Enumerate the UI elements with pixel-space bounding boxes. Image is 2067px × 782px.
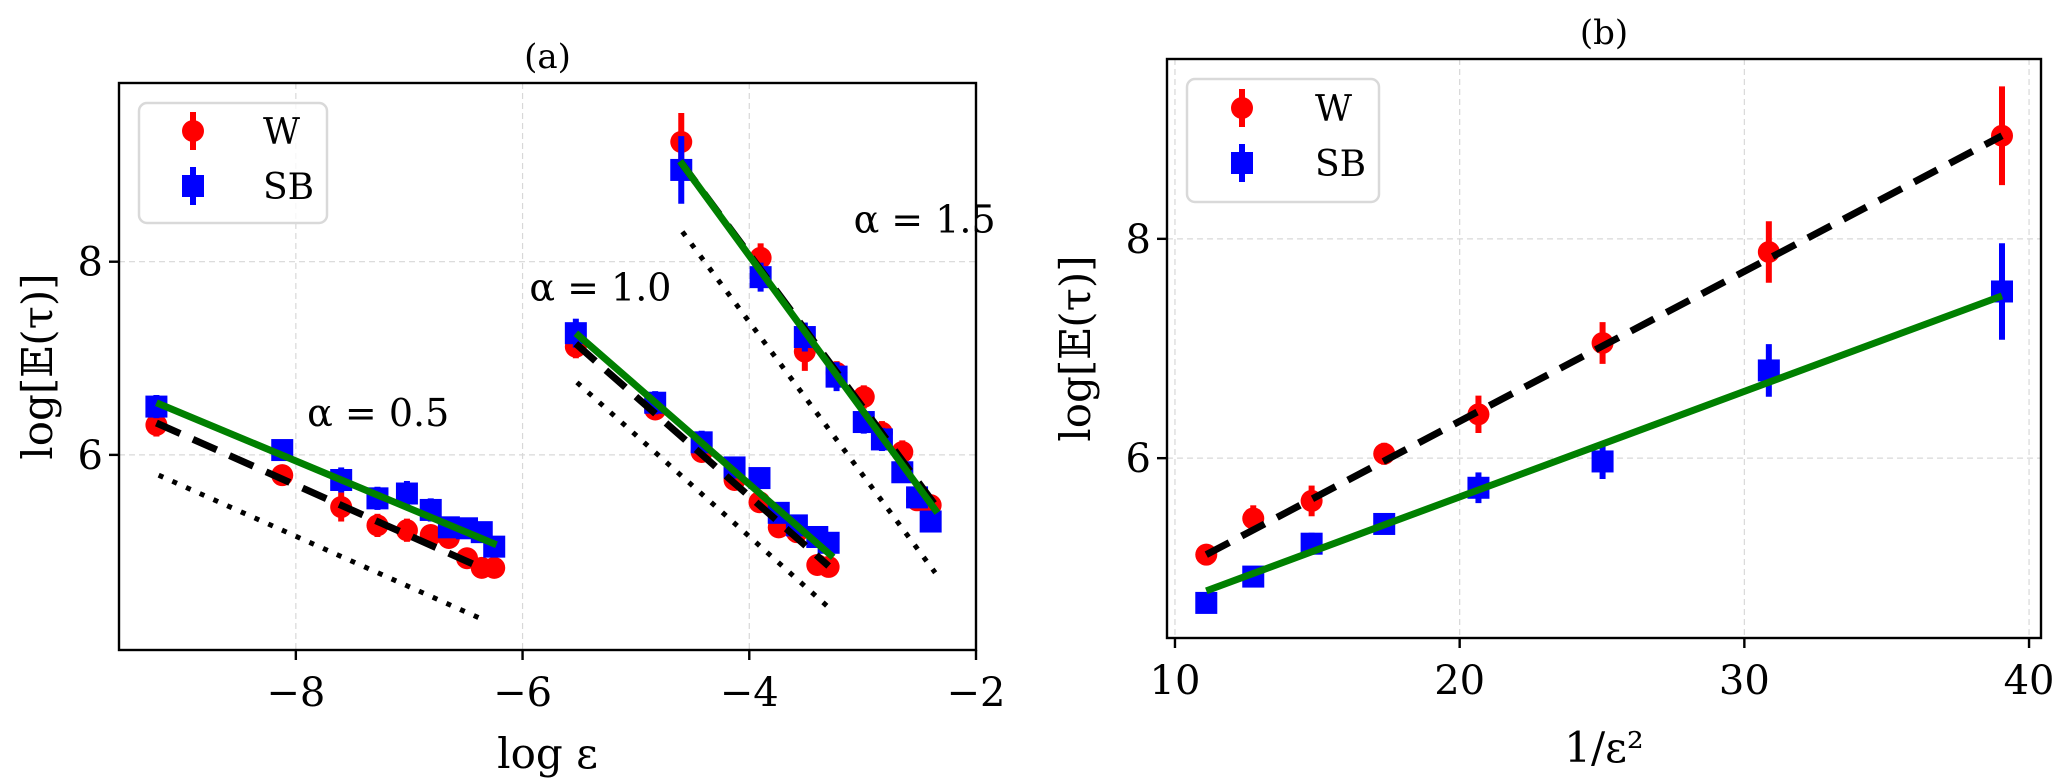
x-tick-label: 30 (1719, 658, 1770, 704)
x-tick-label: 10 (1150, 658, 1201, 704)
axes-frame (117, 81, 978, 652)
w-point-marker (483, 556, 506, 579)
y-tick-label: 6 (1126, 436, 1151, 482)
sb-fit-line (155, 399, 498, 548)
axes-frame (1165, 57, 2043, 640)
x-tick-label: 40 (2004, 658, 2055, 704)
w-point-marker (1467, 403, 1490, 426)
x-tick-label: −6 (493, 670, 552, 716)
y-tick-label: 8 (78, 240, 103, 286)
alpha-annotation: α = 1.5 (854, 198, 996, 242)
sb-fit-line (677, 159, 941, 515)
reference-dotted-line (575, 380, 832, 611)
legend-sb-marker (182, 175, 204, 197)
legend-sb-marker (1231, 152, 1253, 174)
y-axis-label: log[𝔼(τ)] (13, 273, 62, 459)
w-fit-dashed-line (573, 341, 831, 569)
legend-item-sb: SB (1231, 144, 1366, 185)
series-group-0 (145, 394, 506, 623)
y-tick-label: 8 (1126, 217, 1151, 263)
w-fit-dashed-line (1204, 132, 2004, 558)
plot-area (145, 112, 942, 623)
legend-item-sb: SB (182, 167, 314, 208)
legend-label: SB (1315, 144, 1366, 185)
w-point-marker (366, 514, 389, 537)
panel-b: 10 20 30 40 6 8 (b) 1/ε² log[𝔼(τ)] W SB (1051, 13, 2054, 772)
sb-point-marker (748, 467, 771, 490)
chart-title: (a) (524, 37, 571, 77)
legend: W SB (1185, 77, 1381, 204)
panel-a: α = 0.5 α = 1.0 α = 1.5 −8 −6 −4 −2 6 8 (a) log ε l… (13, 37, 1005, 778)
legend-w-marker (182, 120, 204, 142)
sb-point-marker (1195, 591, 1218, 614)
alpha-annotation: α = 0.5 (307, 391, 449, 435)
legend: W SB (137, 101, 329, 225)
series-group-1 (564, 318, 840, 611)
sb-point-marker (1591, 450, 1614, 473)
sb-fit-line (573, 330, 836, 560)
alpha-annotation: α = 1.0 (529, 265, 671, 309)
sb-point-marker (395, 482, 418, 505)
sb-point-marker (919, 510, 942, 533)
sb-fit-line (1205, 292, 2004, 595)
legend-label: W (1315, 89, 1352, 130)
x-tick-label: 20 (1434, 658, 1485, 704)
x-tick-label: −8 (266, 670, 325, 716)
y-tick-label: 6 (78, 433, 103, 479)
x-tick-label: −2 (947, 670, 1006, 716)
legend-item-w: W (182, 112, 300, 153)
x-axis-label: log ε (497, 729, 598, 778)
x-tick-label: −4 (720, 670, 779, 716)
y-axis-label: log[𝔼(τ)] (1051, 255, 1100, 441)
chart-title: (b) (1580, 13, 1628, 53)
series-group-0 (1195, 86, 2013, 614)
reference-dotted-line (680, 230, 938, 575)
legend-item-w: W (1231, 89, 1352, 130)
w-fit-dashed-line (154, 419, 484, 572)
x-axis-label: 1/ε² (1564, 723, 1643, 772)
w-point-marker (395, 519, 418, 542)
sb-point-marker (1757, 359, 1780, 382)
legend-label: SB (263, 167, 314, 208)
legend-label: W (263, 112, 300, 153)
series-group-2 (670, 112, 942, 575)
legend-w-marker (1231, 97, 1253, 119)
sb-point-marker (145, 395, 168, 418)
plot-area (1195, 86, 2013, 614)
